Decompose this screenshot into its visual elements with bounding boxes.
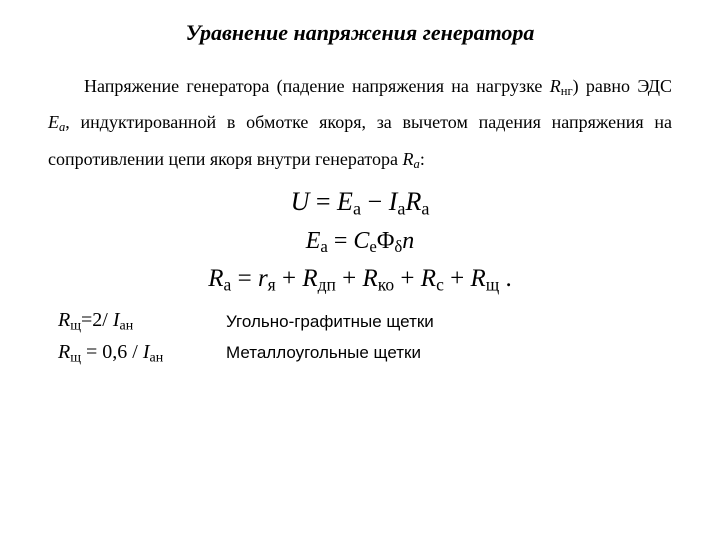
eq3-plus1: + <box>276 265 303 292</box>
brush1-label: Угольно-графитные щетки <box>226 312 434 332</box>
para-text-1: Напряжение генератора (падение напряжени… <box>84 76 550 96</box>
brush1-Rsh: R <box>58 309 70 331</box>
symbol-E-a-base: E <box>48 112 59 132</box>
eq3-Rsh-sub: щ <box>486 274 499 294</box>
eq2-Ea: E <box>306 228 321 254</box>
symbol-R-a-base: R <box>403 149 414 169</box>
eq3-plus3: + <box>394 265 421 292</box>
eq3-rya: r <box>258 265 268 292</box>
symbol-R-ng: Rнг <box>550 76 573 96</box>
symbol-R-ng-base: R <box>550 76 561 96</box>
eq2-equals: = <box>328 228 354 254</box>
eq-Ea: E <box>337 187 353 216</box>
para-text-3: , индуктированной в обмотке якоря, за вы… <box>48 112 672 168</box>
eq2-Ce-sub: e <box>369 237 376 256</box>
eq-Ra: R <box>405 187 421 216</box>
eq-Ra-sub: a <box>421 199 429 219</box>
eq3-Rs: R <box>421 265 436 292</box>
brush2-label: Металлоугольные щетки <box>226 343 421 363</box>
eq-U: U <box>291 187 310 216</box>
equation-voltage: U = Ea − IaRa <box>48 187 672 220</box>
eq2-Ce: C <box>353 228 369 254</box>
brush2-Rsh-sub: щ <box>70 350 81 365</box>
eq3-Ra: R <box>208 265 223 292</box>
eq-minus: − <box>361 187 389 216</box>
para-text-4: : <box>420 149 425 169</box>
symbol-E-a: Ea <box>48 112 65 132</box>
intro-paragraph: Напряжение генератора (падение напряжени… <box>48 68 672 177</box>
eq3-rya-sub: я <box>268 274 276 294</box>
eq3-equals: = <box>231 265 258 292</box>
brush1-equation: Rщ=2/ Iaн <box>58 309 208 335</box>
symbol-R-ng-sub: нг <box>561 84 573 98</box>
eq3-Rs-sub: с <box>436 274 444 294</box>
brush2-rhs-a: = 0,6 / <box>81 341 143 363</box>
eq3-Rdp-sub: дп <box>318 274 336 294</box>
brush2-I-sub: aн <box>150 350 164 365</box>
symbol-R-a: Ra <box>403 149 420 169</box>
brush2-equation: Rщ = 0,6 / Iaн <box>58 341 208 367</box>
eq3-Rko: R <box>363 265 378 292</box>
brush-row-metal: Rщ = 0,6 / Iaн Металлоугольные щетки <box>58 341 672 367</box>
page-title: Уравнение напряжения генератора <box>48 20 672 46</box>
page-root: Уравнение напряжения генератора Напряжен… <box>0 0 720 540</box>
brush-row-carbon: Rщ=2/ Iaн Угольно-графитные щетки <box>58 309 672 335</box>
eq3-Rko-sub: ко <box>378 274 394 294</box>
eq2-Ea-sub: a <box>320 237 327 256</box>
eq3-Rsh: R <box>470 265 485 292</box>
eq-equals: = <box>309 187 337 216</box>
eq3-dot: . <box>499 265 512 292</box>
brush1-Rsh-sub: щ <box>70 319 81 334</box>
eq3-plus2: + <box>336 265 363 292</box>
brush1-I: I <box>113 309 120 331</box>
eq3-Rdp: R <box>302 265 317 292</box>
para-text-2: ) равно ЭДС <box>573 76 672 96</box>
brush1-rhs-a: =2/ <box>81 309 113 331</box>
eq3-plus4: + <box>444 265 471 292</box>
equation-emf: Ea = CeΦδn <box>48 228 672 257</box>
eq2-n: n <box>402 228 414 254</box>
equation-armature-resistance: Ra = rя + Rдп + Rко + Rс + Rщ . <box>48 265 672 295</box>
brush-definitions: Rщ=2/ Iaн Угольно-графитные щетки Rщ = 0… <box>58 309 672 366</box>
brush2-I: I <box>143 341 150 363</box>
eq-Ea-sub: a <box>353 199 361 219</box>
brush2-Rsh: R <box>58 341 70 363</box>
brush1-I-sub: aн <box>120 319 134 334</box>
eq2-Phi: Φ <box>377 228 395 254</box>
